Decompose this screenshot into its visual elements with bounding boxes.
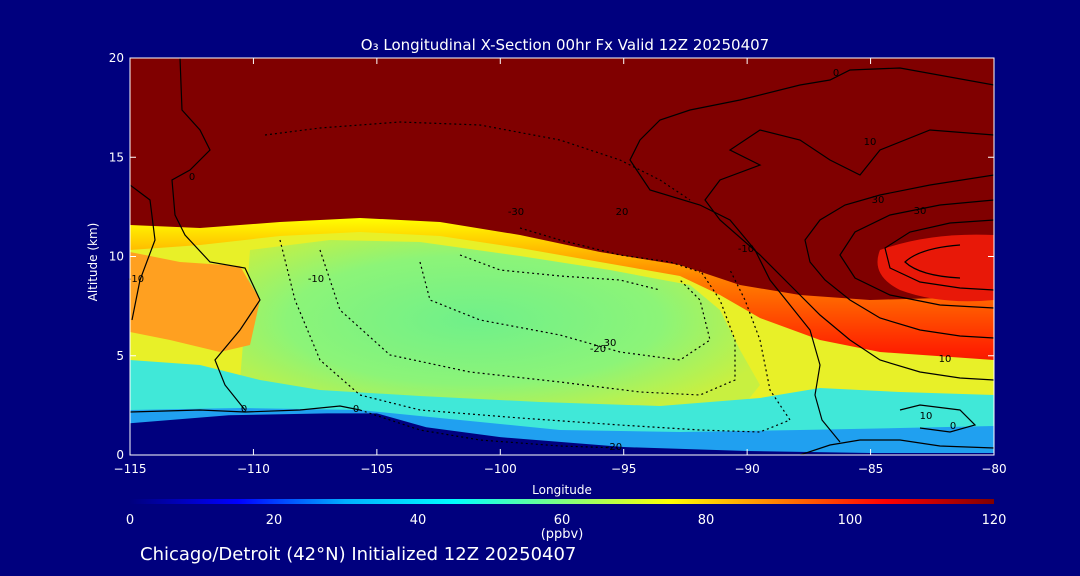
- colorbar-label: (ppbv): [541, 527, 584, 542]
- y-tick-label: 15: [109, 150, 124, 164]
- x-tick-label: −80: [981, 462, 1006, 476]
- terrain-mask: [130, 413, 994, 455]
- colorbar-tick-label: 40: [410, 513, 427, 528]
- contour-label: -30: [508, 207, 524, 218]
- west-orange-region: [130, 252, 260, 352]
- y-axis-label: Altitude (km): [86, 223, 100, 302]
- contour-label: -10: [308, 274, 324, 285]
- contour-label: 10: [864, 137, 877, 148]
- free-troposphere-green: [240, 240, 760, 418]
- contour-label: 0: [833, 68, 839, 79]
- contour-label: -10: [738, 244, 754, 255]
- y-tick-label: 20: [109, 51, 124, 65]
- contour-solid: [171, 58, 261, 411]
- colorbar-tick-label: 120: [982, 513, 1007, 528]
- colorbar-tick-label: 0: [126, 513, 134, 528]
- ozone-field: [130, 58, 994, 455]
- contour-solid: [884, 219, 994, 291]
- colorbar-ticks: 0 20 40 60 80 100 120: [126, 513, 1007, 528]
- upper-level-red-tongue: [877, 234, 994, 302]
- contour-label: 30: [604, 338, 617, 349]
- contour-label: 10: [939, 354, 952, 365]
- x-tick-label: −100: [484, 462, 517, 476]
- contour-solid: [130, 405, 361, 413]
- contour-dotted: [264, 121, 691, 201]
- contour-label: 0: [189, 172, 195, 183]
- colorbar-tick-label: 20: [266, 513, 283, 528]
- colorbar-tick-label: 80: [698, 513, 715, 528]
- y-axis: 0 5 10 15 20: [109, 51, 994, 462]
- contour-labels: 0 10 20 30 -10 -20 -30 -10 -20 -10 0 10 30 30 10 0 0 0: [128, 68, 956, 453]
- contour-solid: [839, 199, 994, 309]
- contour-solid: [899, 404, 977, 433]
- contour-label: -20: [590, 344, 606, 355]
- colorbar-tick-label: 60: [554, 513, 571, 528]
- contour-label: -20: [606, 442, 622, 453]
- x-axis-label: Longitude: [532, 483, 592, 497]
- contour-solid: [629, 67, 994, 443]
- contour-dotted: [459, 254, 661, 291]
- contour-dotted: [319, 249, 736, 396]
- contour-dotted: [279, 239, 791, 433]
- contour-label: -10: [128, 274, 144, 285]
- contour-solid: [799, 439, 994, 455]
- contour-dotted: [419, 261, 711, 361]
- contour-solid: [704, 129, 994, 381]
- x-tick-label: −85: [858, 462, 883, 476]
- contour-label: 30: [914, 206, 927, 217]
- contour-label: 30: [872, 195, 885, 206]
- x-tick-label: −90: [734, 462, 759, 476]
- y-tick-label: 0: [116, 448, 124, 462]
- contour-solid: [804, 174, 994, 339]
- contour-solid: [130, 184, 156, 321]
- x-axis: −115 −110 −105 −100 −95 −90 −85 −80: [114, 58, 1007, 476]
- contour-label: 0: [353, 404, 359, 415]
- y-tick-label: 10: [109, 250, 124, 264]
- x-tick-label: −95: [611, 462, 636, 476]
- x-tick-label: −105: [360, 462, 393, 476]
- x-tick-label: −110: [237, 462, 270, 476]
- colorbar-tick-label: 100: [838, 513, 863, 528]
- contour-label: 20: [616, 207, 629, 218]
- chart-title: O₃ Longitudinal X-Section 00hr Fx Valid …: [361, 36, 769, 54]
- contour-label: 0: [950, 421, 956, 432]
- footer-caption: Chicago/Detroit (42°N) Initialized 12Z 2…: [140, 544, 576, 565]
- colorbar: [130, 499, 994, 504]
- contour-label: 10: [920, 411, 933, 422]
- x-tick-label: −115: [114, 462, 147, 476]
- contour-label: 0: [241, 404, 247, 415]
- contour-solid: [904, 244, 961, 279]
- ozone-contours: [130, 58, 994, 455]
- y-tick-label: 5: [116, 349, 124, 363]
